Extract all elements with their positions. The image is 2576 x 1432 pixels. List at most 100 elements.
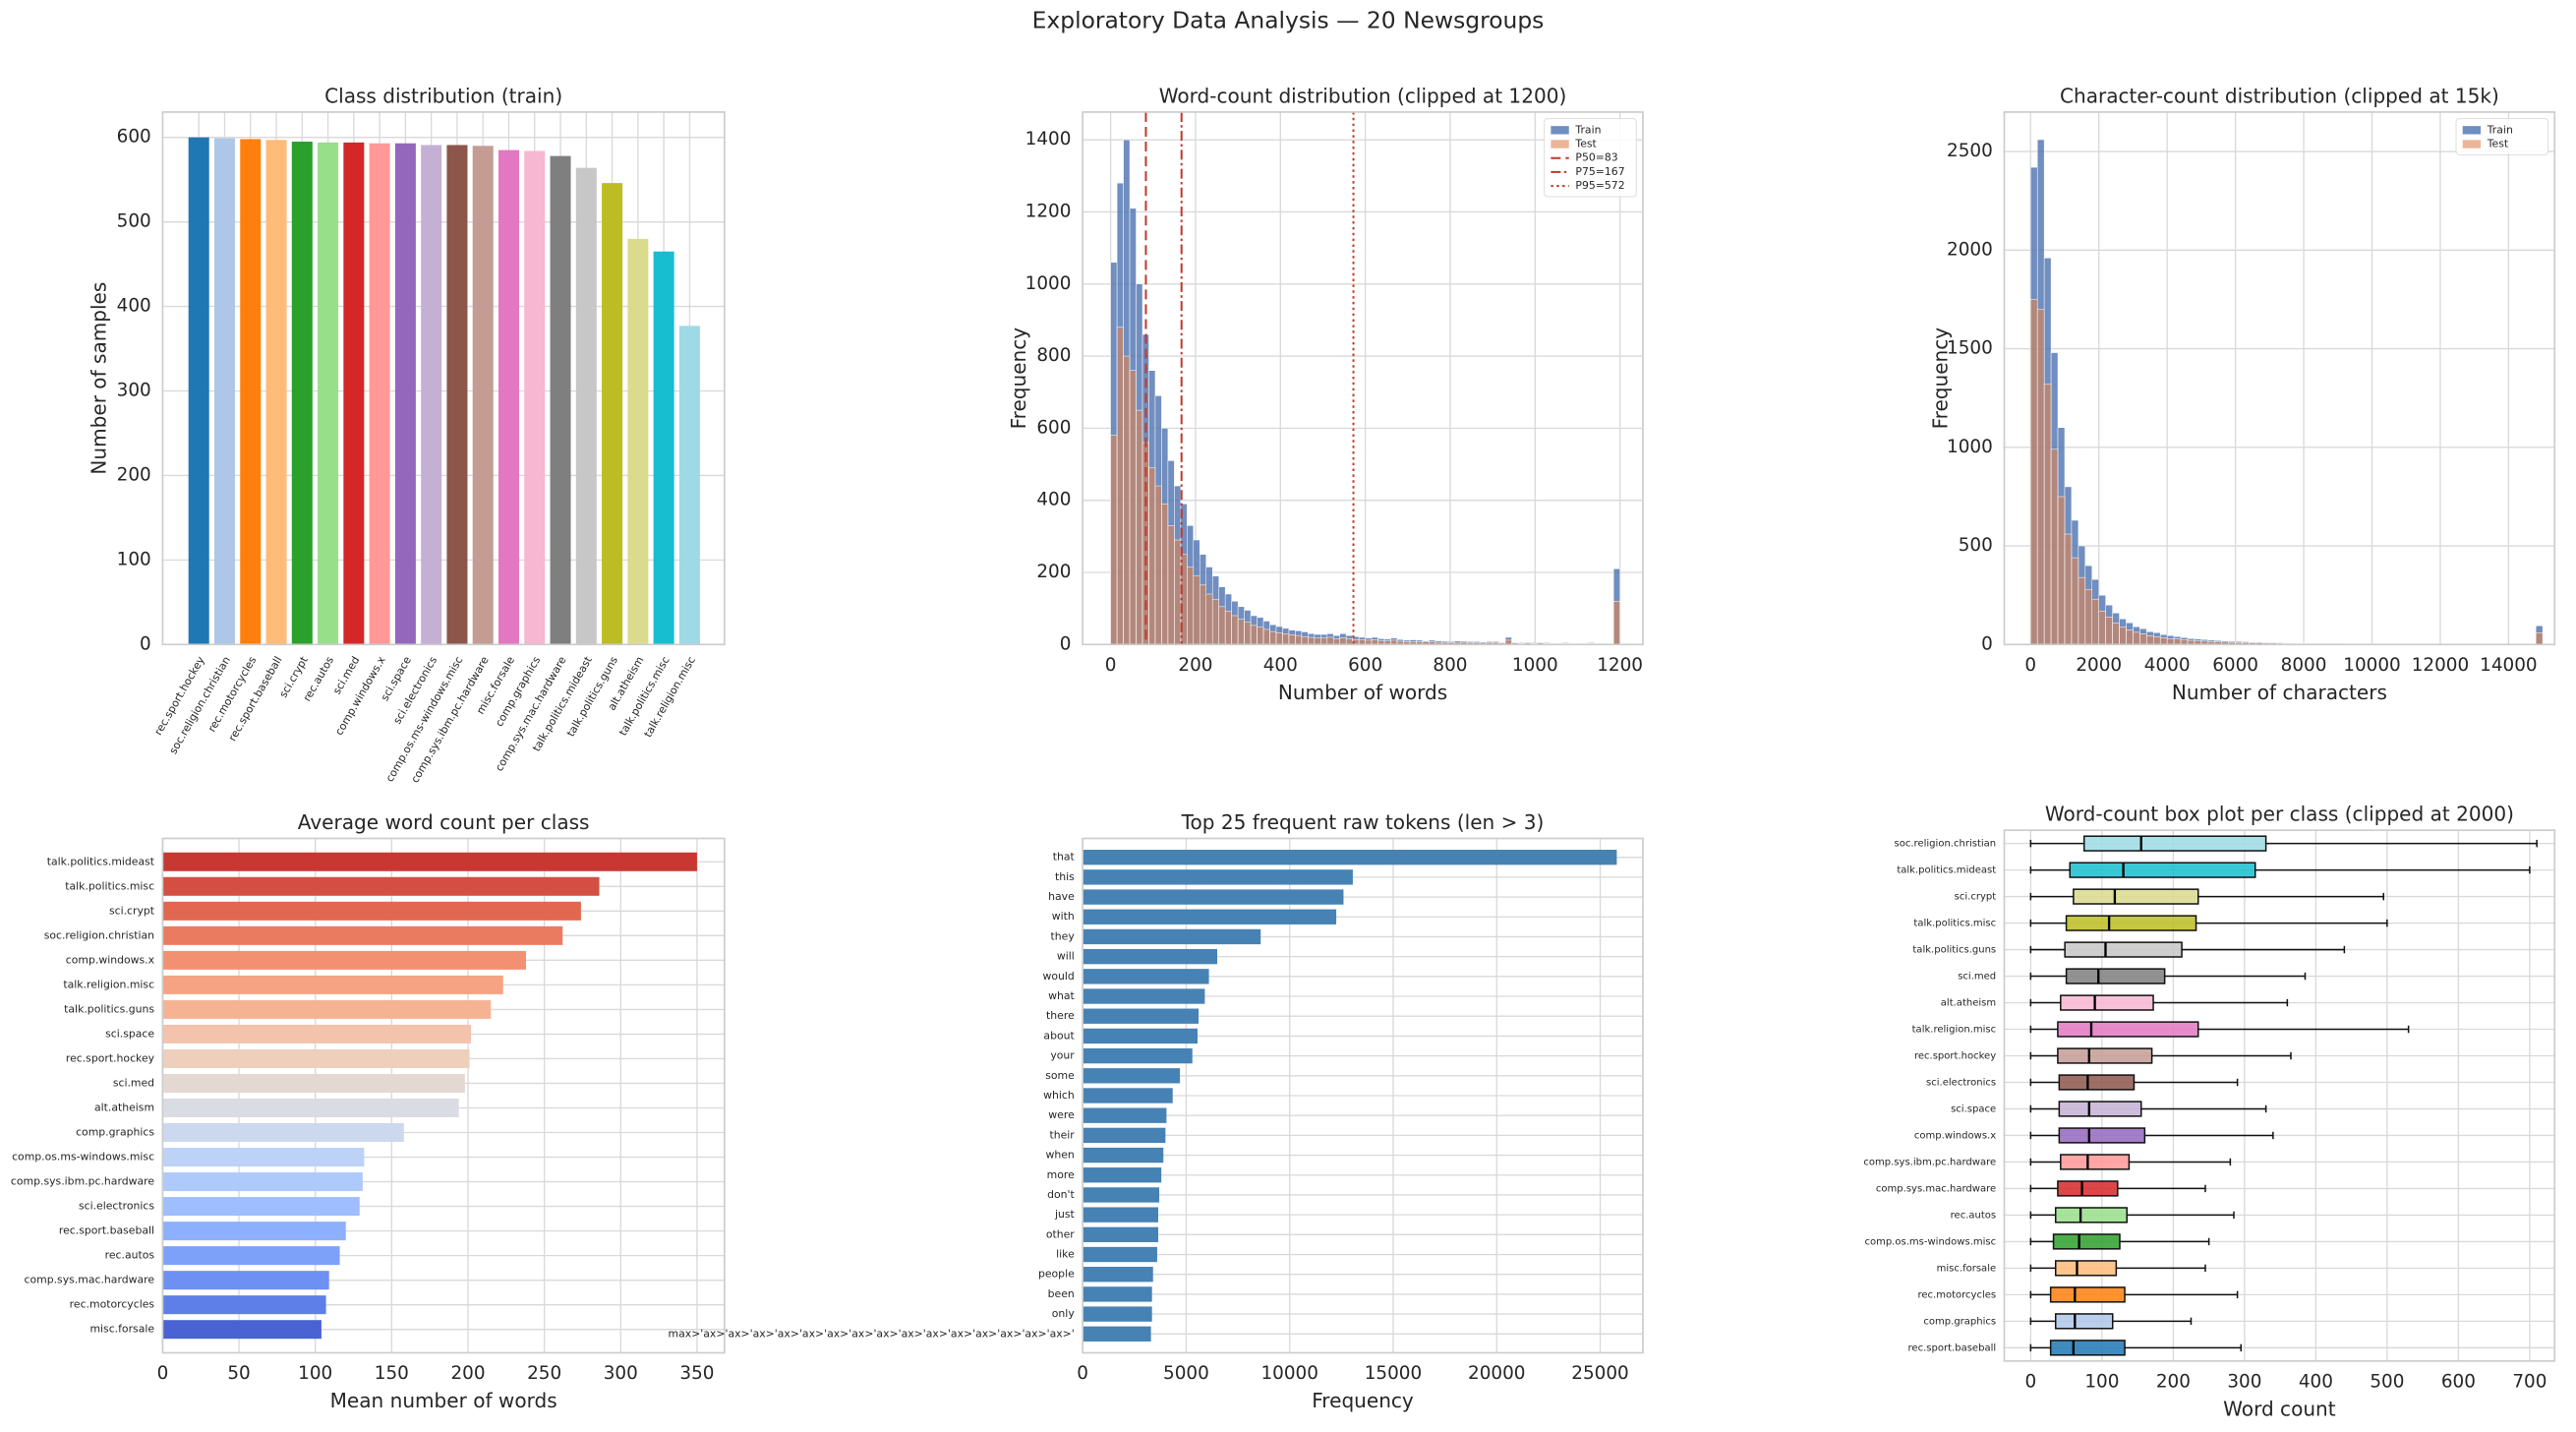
histogram-bar [2535, 632, 2544, 645]
y-tick-label: talk.religion.misc [1912, 1025, 1997, 1036]
bar [627, 238, 649, 645]
chart-title: Word-count distribution (clipped at 1200… [1159, 84, 1567, 107]
y-axis-label: Frequency [1007, 328, 1030, 430]
x-tick-label: 0 [2024, 1372, 2036, 1393]
bar [162, 1098, 459, 1118]
x-tick-label: 700 [2512, 1372, 2547, 1393]
y-tick-label: 0 [1060, 633, 1072, 654]
histogram-bar [1136, 409, 1143, 645]
bar [213, 138, 235, 645]
x-tick-label: 200 [1178, 655, 1212, 676]
bar [162, 975, 503, 994]
legend-label: P50=83 [1575, 151, 1617, 164]
x-tick-label: 12000 [2412, 655, 2469, 676]
y-tick-label: when [1045, 1149, 1074, 1162]
bar [653, 251, 674, 645]
x-tick-label: 1200 [1597, 655, 1643, 676]
legend-swatch [2462, 140, 2482, 149]
histogram-bar [1129, 370, 1137, 645]
x-tick-label: 15000 [1365, 1363, 1422, 1384]
axes-frame [2003, 111, 2556, 646]
bar [162, 1295, 326, 1315]
y-tick-label: what [1048, 989, 1075, 1002]
histogram-bar [1237, 619, 1245, 645]
y-tick-label: 600 [1036, 417, 1071, 438]
y-tick-label: 200 [117, 464, 151, 485]
box [2054, 1207, 2128, 1223]
x-axis-label: Frequency [1312, 1389, 1414, 1412]
y-tick-label: comp.sys.mac.hardware [1876, 1183, 1996, 1194]
y-tick-label: 600 [117, 127, 151, 148]
y-tick-label: some [1045, 1069, 1075, 1082]
box [2054, 1260, 2118, 1277]
histogram-bar [1116, 327, 1124, 645]
box [2052, 1233, 2121, 1250]
x-tick-label: 0 [157, 1363, 169, 1384]
x-axis-label: Number of words [1278, 681, 1447, 704]
box [2060, 994, 2154, 1011]
y-tick-label: rec.sport.baseball [1908, 1342, 1997, 1353]
y-tick-label: 500 [1959, 535, 1993, 556]
bar [162, 1197, 360, 1217]
y-tick-label: talk.politics.misc [1913, 919, 1996, 929]
bar [1083, 1306, 1152, 1322]
y-tick-label: only [1052, 1307, 1076, 1320]
bar [162, 1172, 363, 1192]
legend-swatch [1551, 126, 1569, 135]
y-tick-label: alt.atheism [94, 1101, 154, 1113]
y-tick-label: people [1038, 1268, 1075, 1281]
box [2065, 968, 2166, 984]
bar [524, 150, 546, 645]
bar [1083, 1107, 1167, 1123]
bar [1083, 1147, 1164, 1164]
x-tick-label: 300 [604, 1363, 638, 1384]
bar [1083, 1326, 1151, 1342]
y-tick-label: sci.crypt [109, 904, 154, 917]
y-tick-label: talk.politics.guns [1912, 945, 1996, 956]
box [2049, 1340, 2126, 1356]
histogram-bar [2112, 623, 2120, 645]
bar [1083, 1167, 1162, 1183]
histogram-bar [1167, 525, 1175, 645]
box [2073, 888, 2199, 905]
chart-title: Character-count distribution (clipped at… [2060, 84, 2499, 107]
bar [1083, 1127, 1166, 1144]
y-tick-label: 500 [117, 211, 151, 232]
y-tick-label: talk.politics.guns [64, 1002, 154, 1015]
axes-frame [2003, 829, 2556, 1362]
y-tick-label: sci.electronics [1926, 1077, 1996, 1088]
y-tick-label: sci.space [105, 1027, 154, 1040]
histogram-bar [1110, 435, 1118, 645]
bar [162, 1123, 404, 1143]
histogram-bar [2098, 610, 2106, 645]
legend-label: P95=572 [1575, 179, 1624, 192]
y-tick-label: that [1053, 851, 1075, 864]
bar [394, 143, 416, 645]
histogram-bar [1612, 601, 1620, 645]
x-tick-label: 400 [1263, 655, 1298, 676]
histogram-bar [1218, 606, 1226, 645]
chart-title: Top 25 frequent raw tokens (len > 3) [1181, 810, 1545, 834]
y-tick-label: 400 [1036, 490, 1071, 510]
histogram-bar [1257, 626, 1264, 645]
y-axis-label: Frequency [1929, 328, 1953, 430]
bar [188, 137, 209, 645]
y-tick-label: comp.windows.x [1914, 1130, 1996, 1141]
bar [550, 155, 571, 645]
y-tick-label: max>'ax>'ax>'ax>'ax>'ax>'ax>'ax>'ax>'ax>… [669, 1327, 1075, 1340]
x-tick-label: 6000 [2212, 655, 2258, 676]
x-tick-label: 8000 [2281, 655, 2327, 676]
y-tick-label: 200 [1036, 562, 1071, 582]
y-tick-label: comp.os.ms-windows.misc [1864, 1236, 1996, 1247]
x-tick-label: 4000 [2144, 655, 2191, 676]
y-tick-label: your [1050, 1049, 1075, 1062]
bar [1083, 1028, 1198, 1044]
x-tick-label: 400 [2299, 1372, 2333, 1393]
x-tick-label: 600 [2441, 1372, 2476, 1393]
bar [472, 146, 494, 645]
bar [162, 1024, 472, 1044]
histogram-bar [1187, 567, 1195, 645]
bar [1083, 1267, 1153, 1283]
bar [162, 1271, 329, 1290]
y-tick-label: soc.religion.christian [44, 928, 154, 941]
